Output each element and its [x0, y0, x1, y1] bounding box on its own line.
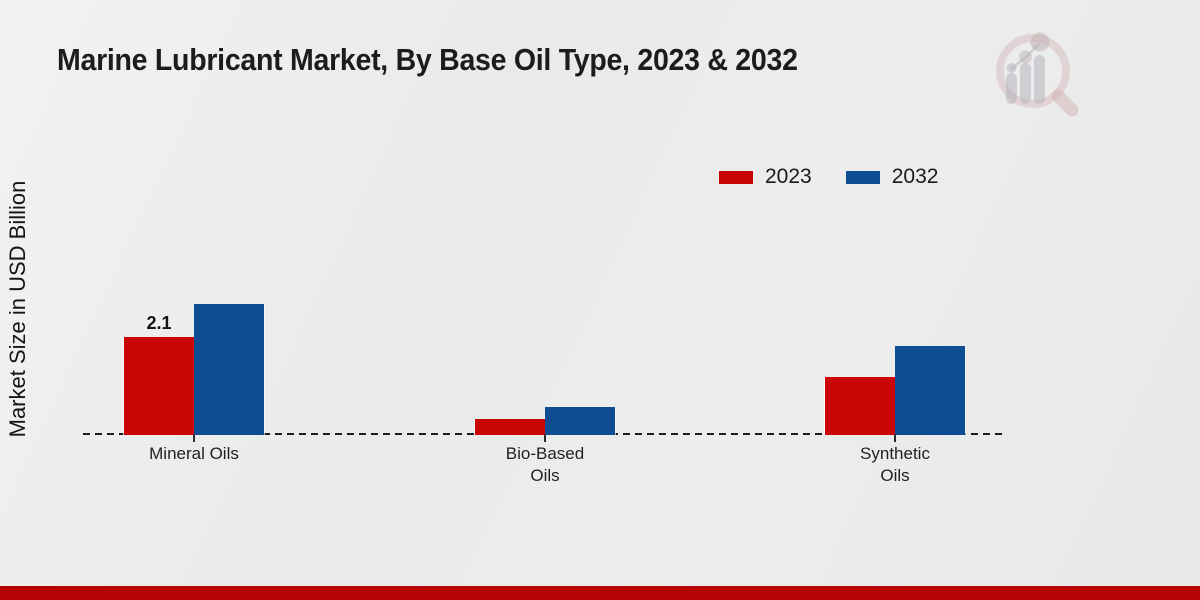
legend: 2023 2032	[719, 165, 938, 189]
chart-title: Marine Lubricant Market, By Base Oil Typ…	[57, 42, 798, 77]
x-axis-tick-mineral-oils	[193, 435, 195, 442]
legend-swatch-2032	[845, 170, 880, 184]
category-label-synthetic-oils: Synthetic Oils	[860, 444, 930, 485]
legend-label-2032: 2032	[891, 165, 939, 188]
bar-mineral-oils-2032	[194, 304, 264, 435]
legend-item-2032: 2032	[845, 165, 939, 189]
category-label-mineral-oils: Mineral Oils	[149, 444, 239, 463]
legend-item-2023: 2023	[719, 165, 812, 189]
bar-synthetic-oils-2032	[895, 346, 965, 435]
bar-synthetic-oils-2023	[825, 377, 895, 435]
bar-bio-based-oils-2032	[545, 407, 615, 435]
bar-group-mineral-oils: 2.1	[124, 304, 264, 435]
bar-group-bio-based-oils	[475, 407, 615, 435]
category-label-bio-based-oils: Bio-Based Oils	[505, 444, 585, 485]
legend-swatch-2023	[719, 170, 753, 184]
footer-accent-bar	[0, 586, 1200, 600]
bar-chart-magnifier-logo-icon	[996, 32, 1079, 117]
bar-group-synthetic-oils	[825, 346, 965, 435]
x-axis-tick-bio-based-oils	[544, 435, 546, 442]
x-axis-tick-synthetic-oils	[894, 435, 896, 442]
bar-data-label: 2.1	[146, 313, 172, 333]
y-axis-label: Market Size in USD Billion	[5, 180, 30, 438]
legend-label-2023: 2023	[765, 165, 812, 188]
bar-bio-based-oils-2023	[475, 419, 545, 435]
bar-mineral-oils-2023: 2.1	[124, 313, 194, 435]
